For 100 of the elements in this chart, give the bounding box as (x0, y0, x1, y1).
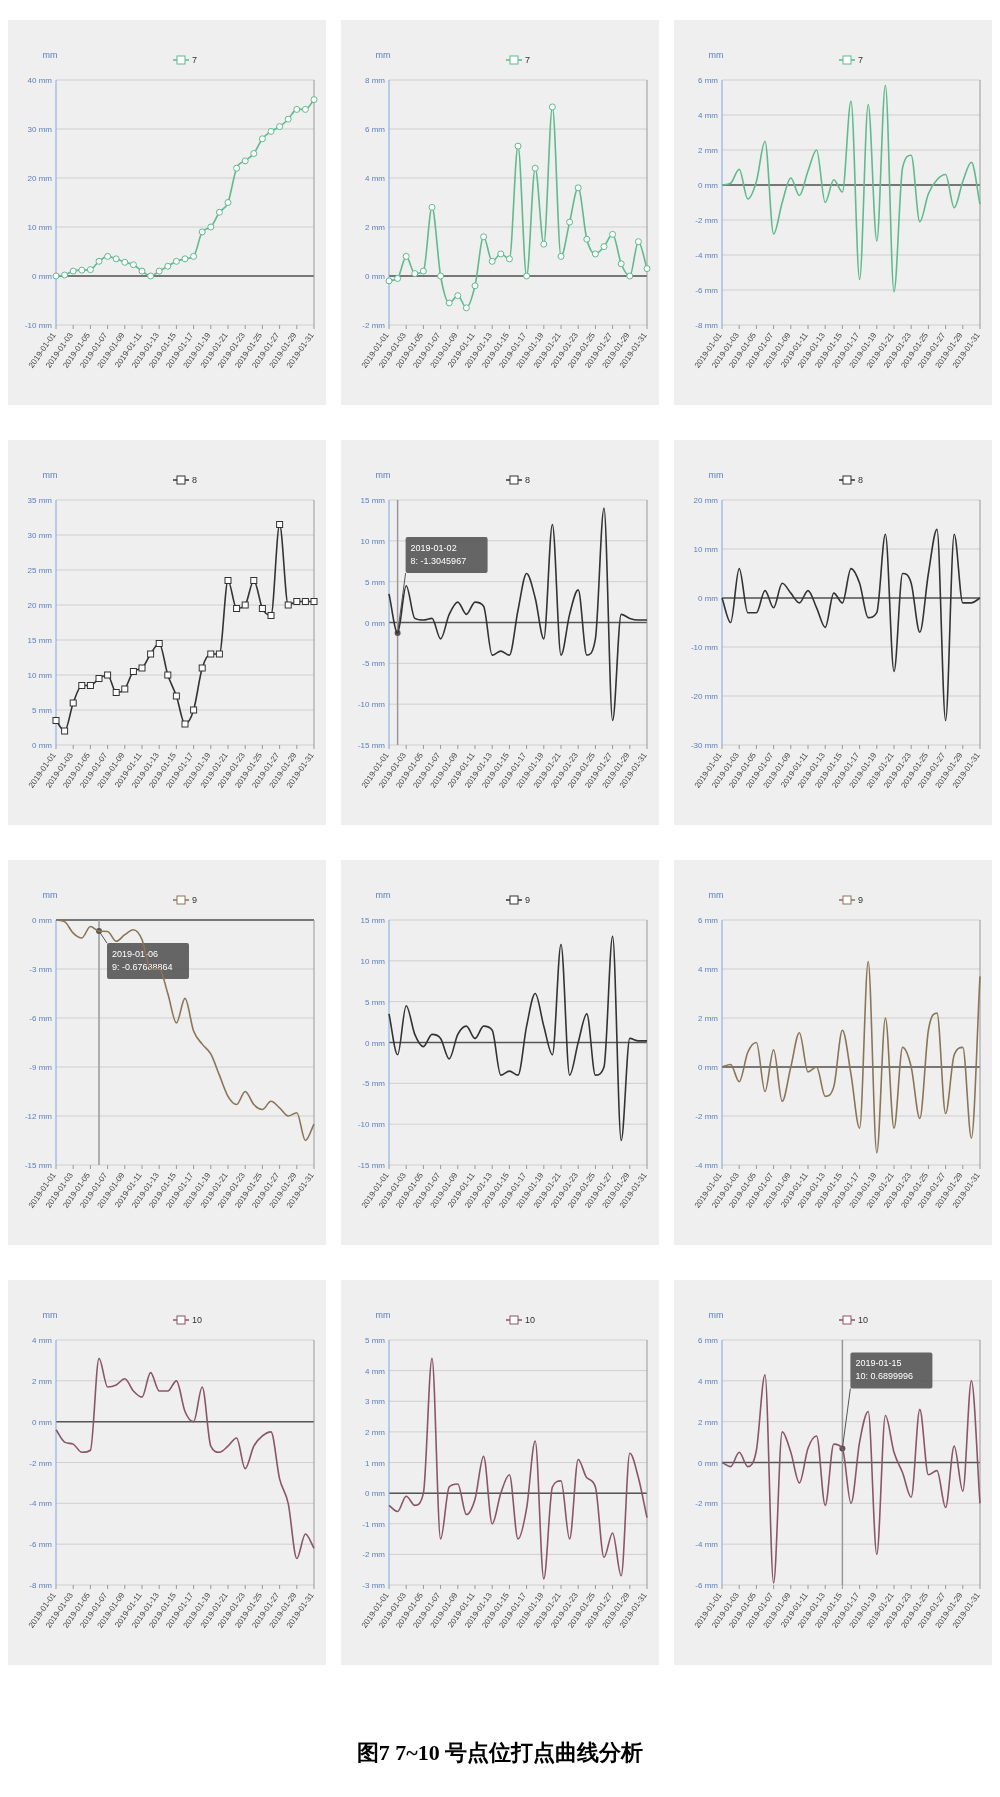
y-tick-label: 10 mm (693, 545, 719, 554)
point (129, 668, 137, 675)
y-tick-label: 20 mm (693, 496, 719, 505)
point (531, 164, 539, 172)
point (462, 304, 470, 312)
point (310, 598, 318, 605)
y-tick-label: 15 mm (27, 636, 53, 645)
y-tick-label: 6 mm (698, 916, 719, 925)
point (52, 717, 60, 724)
point (78, 266, 86, 274)
y-tick-label: 3 mm (365, 1397, 386, 1407)
point (301, 598, 309, 605)
y-tick-label: 10 mm (27, 671, 53, 680)
point (480, 233, 488, 241)
point (310, 96, 318, 104)
y-tick-label: -10 mm (24, 321, 53, 330)
legend-label: 9 (192, 895, 198, 905)
annotation: 2019-01-02 8: -1.3045967 (410, 543, 467, 567)
y-tick-label: 4 mm (365, 1366, 386, 1376)
caption: 图7 7~10 号点位打点曲线分析 (356, 1740, 644, 1765)
legend-label: 8 (858, 475, 864, 485)
y-tick-label: 1 mm (365, 1458, 386, 1468)
y-tick-label: -2 mm (362, 321, 386, 330)
point (634, 238, 642, 246)
point (523, 272, 531, 280)
point (172, 692, 180, 700)
y-tick-label: 10 mm (360, 536, 386, 546)
point (147, 650, 155, 658)
y-tick-label: 0 mm (365, 1489, 386, 1499)
y-tick-label: 25 mm (27, 566, 53, 575)
point (514, 142, 522, 150)
y-axis-title: mm (708, 50, 724, 60)
point (276, 123, 284, 131)
line-series (388, 1357, 648, 1580)
y-tick-label: 0 mm (698, 1063, 719, 1072)
point (437, 272, 445, 280)
point (95, 257, 103, 265)
y-tick-label: 4 mm (32, 1336, 53, 1345)
point (301, 105, 309, 113)
y-tick-label: 2 mm (365, 223, 386, 232)
point (626, 272, 634, 280)
y-tick-label: 4 mm (698, 1376, 719, 1386)
point (419, 267, 427, 275)
y-tick-label: -4 mm (695, 1540, 719, 1550)
point (155, 640, 163, 647)
point (233, 164, 241, 172)
point (591, 250, 599, 258)
point (155, 267, 163, 275)
point (250, 150, 258, 157)
annotation: 2019-01-15 10: 0.6899996 (855, 1358, 913, 1382)
legend-label: 9 (858, 895, 864, 905)
line-series (55, 919, 315, 1142)
point (224, 199, 232, 206)
y-tick-label: -10 mm (357, 700, 386, 710)
y-tick-label: -8 mm (29, 1581, 53, 1590)
y-tick-label: -8 mm (695, 321, 719, 330)
point (394, 274, 402, 282)
point (600, 243, 608, 251)
y-tick-label: -6 mm (29, 1014, 53, 1023)
y-tick-label: 30 mm (27, 531, 53, 540)
point (617, 260, 625, 268)
point (78, 682, 86, 689)
y-tick-label: -12 mm (24, 1112, 53, 1121)
y-tick-label: 0 mm (32, 272, 53, 281)
y-tick-label: 6 mm (698, 1336, 719, 1345)
y-tick-label: 40 mm (27, 76, 53, 85)
y-tick-label: 2 mm (698, 1014, 719, 1023)
point (86, 682, 94, 689)
y-tick-label: 5 mm (365, 997, 386, 1007)
y-tick-label: 0 mm (698, 181, 719, 190)
y-tick-label: -2 mm (29, 1458, 53, 1468)
point (207, 223, 215, 231)
y-tick-label: 30 mm (27, 125, 53, 134)
point (95, 675, 103, 682)
point (284, 601, 292, 609)
y-tick-label: -1 mm (362, 1519, 386, 1529)
y-tick-label: 2 mm (698, 1417, 719, 1427)
point (445, 299, 453, 307)
point (609, 230, 617, 238)
point (548, 103, 556, 111)
y-tick-label: 0 mm (32, 916, 53, 925)
point (138, 664, 146, 672)
point (112, 255, 120, 263)
point (241, 601, 249, 609)
y-axis-title: mm (375, 1310, 391, 1320)
point (284, 115, 292, 123)
y-tick-label: 2 mm (698, 146, 719, 155)
y-tick-label: 10 mm (360, 956, 386, 966)
y-axis-title: mm (708, 470, 724, 480)
y-tick-label: -10 mm (357, 1120, 386, 1130)
point (233, 605, 241, 612)
y-tick-label: 0 mm (698, 1458, 719, 1468)
y-tick-label: 5 mm (32, 706, 53, 715)
y-tick-label: 4 mm (698, 111, 719, 120)
y-tick-label: -9 mm (29, 1063, 53, 1072)
point (138, 267, 146, 275)
y-tick-label: 0 mm (698, 594, 719, 603)
point (86, 266, 94, 274)
legend-label: 7 (525, 55, 531, 65)
point (69, 267, 77, 275)
